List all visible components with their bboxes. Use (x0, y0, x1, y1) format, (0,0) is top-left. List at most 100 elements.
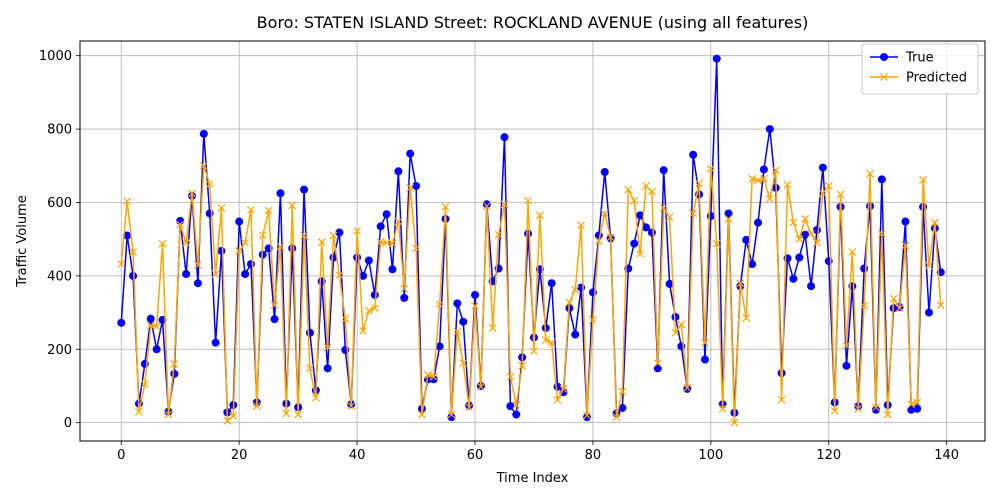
x-marker-stroke (506, 372, 515, 381)
x-marker-stroke (872, 403, 880, 412)
x-marker-stroke (765, 194, 774, 203)
x-marker-stroke (317, 238, 326, 247)
true-data-point (842, 361, 851, 370)
x-marker-stroke (701, 338, 709, 347)
predicted-data-point (217, 204, 226, 212)
y-tick-label: 0 (64, 416, 72, 431)
x-marker-stroke (848, 248, 857, 256)
predicted-data-point (553, 395, 562, 404)
predicted-data-point (653, 359, 662, 368)
x-marker-stroke (665, 213, 674, 222)
predicted-data-point (282, 409, 291, 418)
true-data-point (860, 264, 869, 273)
predicted-data-point (512, 401, 521, 409)
true-data-point (924, 308, 933, 317)
x-marker-stroke (323, 343, 332, 352)
predicted-data-point (807, 229, 815, 238)
predicted-data-point (359, 326, 367, 335)
true-data-point (807, 282, 816, 291)
x-marker-stroke (571, 285, 580, 294)
predicted-data-point (123, 197, 132, 206)
x-marker-stroke (435, 300, 444, 309)
true-data-point (571, 330, 580, 339)
x-marker-stroke (718, 404, 727, 413)
x-marker-stroke (500, 200, 509, 209)
predicted-data-point (429, 372, 438, 381)
predicted-data-point (630, 196, 639, 205)
predicted-data-point (777, 395, 786, 404)
x-marker-stroke (158, 239, 167, 248)
x-marker-stroke (418, 410, 426, 419)
true-data-point (724, 209, 733, 218)
x-marker-stroke (795, 235, 804, 244)
true-data-point (689, 150, 698, 159)
x-marker-stroke (883, 410, 892, 419)
predicted-data-point (306, 364, 314, 373)
x-marker-stroke (223, 416, 232, 425)
x-marker-stroke (235, 246, 244, 255)
x-marker-stroke (612, 413, 621, 422)
x-marker-stroke (565, 298, 574, 307)
x-marker-stroke (600, 209, 609, 218)
predicted-data-point (335, 271, 344, 280)
true-data-point (370, 290, 379, 299)
x-marker-stroke (818, 189, 827, 198)
true-data-point (818, 163, 827, 172)
predicted-data-point (276, 242, 285, 251)
predicted-data-point (748, 174, 757, 183)
predicted-data-point (394, 217, 403, 226)
true-data-point (671, 312, 680, 321)
predicted-data-point (559, 384, 568, 393)
true-data-point (270, 315, 279, 324)
x-marker-stroke (659, 204, 668, 212)
x-marker-stroke (807, 229, 815, 238)
predicted-data-point (789, 218, 798, 227)
x-marker-stroke (123, 197, 132, 206)
true-data-point (152, 345, 161, 354)
predicted-data-point (400, 284, 409, 293)
predicted-data-point (854, 404, 863, 413)
true-data-point (211, 338, 220, 347)
predicted-data-point (412, 244, 420, 253)
x-marker-stroke (423, 371, 432, 379)
x-marker-stroke (264, 206, 273, 215)
predicted-data-point (813, 238, 821, 247)
x-marker-stroke (364, 306, 373, 315)
predicted-data-point (182, 238, 191, 247)
axis-ticks: 0 20 40 60 80 100 120 140 0 200 400 600 800 1000 (39, 49, 959, 463)
x-marker-stroke (329, 231, 338, 240)
legend-predicted-marker (880, 73, 888, 81)
predicted-data-point (724, 215, 733, 223)
x-marker-stroke (907, 400, 916, 409)
true-data-point (659, 166, 668, 175)
y-axis-label: Traffic Volume (15, 195, 30, 288)
x-marker-stroke (453, 327, 462, 336)
true-data-point (146, 314, 155, 323)
legend-predicted-label: Predicted (906, 71, 967, 86)
predicted-data-point (665, 213, 674, 222)
x-marker-stroke (677, 320, 686, 329)
predicted-data-point (465, 403, 474, 412)
predicted-data-point (270, 301, 279, 310)
predicted-data-point (795, 235, 804, 244)
x-marker-stroke (288, 201, 297, 210)
y-tick-label: 200 (47, 343, 72, 358)
predicted-data-point (701, 338, 709, 347)
x-marker-stroke (229, 412, 238, 420)
x-marker-stroke (889, 294, 898, 303)
x-marker-stroke (311, 393, 320, 402)
x-marker-stroke (594, 237, 603, 245)
x-marker-stroke (129, 248, 137, 256)
true-data-point (553, 382, 562, 391)
true-data-point (382, 210, 391, 219)
x-marker-stroke (880, 73, 888, 81)
x-marker-stroke (459, 359, 468, 368)
x-marker-stroke (400, 284, 409, 293)
predicted-data-point (170, 360, 179, 368)
predicted-data-point (188, 189, 196, 198)
x-marker-stroke (370, 304, 379, 313)
true-data-point (300, 185, 309, 194)
x-marker-stroke (294, 410, 303, 419)
true-data-point (754, 218, 763, 227)
predicted-data-point (830, 406, 839, 415)
